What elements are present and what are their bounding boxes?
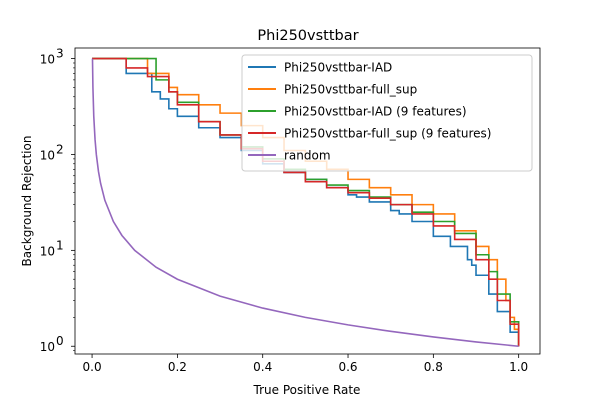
y-tick-label: 10 <box>40 53 55 67</box>
x-tick-label: 1.0 <box>509 360 528 374</box>
y-tick-label: 10 <box>40 340 55 354</box>
legend-entry: Phi250vsttbar-IAD (9 features) <box>284 105 467 119</box>
chart-title: Phi250vsttbar <box>257 28 358 44</box>
y-tick-label: 10 <box>40 244 55 258</box>
legend-entry: Phi250vsttbar-full_sup (9 features) <box>284 127 492 141</box>
x-axis-label: True Positive Rate <box>253 383 361 397</box>
plot-frame <box>74 47 541 355</box>
x-axis: 0.0 0.2 0.4 0.6 0.8 1.0 <box>83 354 528 374</box>
x-tick-label: 0.6 <box>338 360 357 374</box>
legend-entry: Phi250vsttbar-IAD <box>284 61 392 75</box>
legend: Phi250vsttbar-IAD Phi250vsttbar-full_sup P… <box>241 54 533 172</box>
legend-box <box>241 54 533 172</box>
x-tick-label: 0.2 <box>168 360 187 374</box>
x-tick-label: 0.0 <box>83 360 102 374</box>
x-tick-label: 0.4 <box>253 360 272 374</box>
y-tick-exponent: 2 <box>56 142 64 156</box>
y-tick-exponent: 0 <box>56 334 64 348</box>
x-tick-label: 0.8 <box>424 360 443 374</box>
series-line <box>92 57 520 347</box>
y-tick-label: 10 <box>40 148 55 162</box>
series-line <box>91 58 519 348</box>
y-axis-label: Background Rejection <box>20 136 34 267</box>
y-tick-exponent: 3 <box>56 47 64 61</box>
legend-entry: random <box>284 149 331 163</box>
series-line <box>92 57 520 347</box>
series-layer <box>91 57 520 348</box>
legend-entry: Phi250vsttbar-full_sup <box>284 83 417 97</box>
y-tick-exponent: 1 <box>56 238 64 252</box>
series-line <box>92 57 520 347</box>
